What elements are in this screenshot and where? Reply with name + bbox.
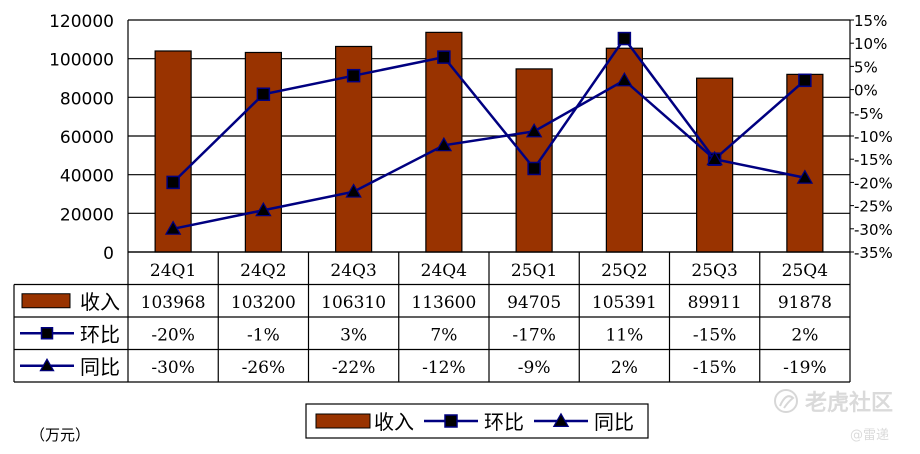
yoy-row-title: 同比 [80, 355, 120, 379]
yoy-cell-25q4: -19% [783, 358, 827, 378]
mom-point-24q4 [437, 50, 451, 64]
revenue-cell-25q4: 91878 [778, 293, 832, 313]
right-tick-label-15pct: 15% [854, 12, 887, 30]
yoy-point-24q3 [345, 183, 362, 198]
revenue-bar-25q4 [786, 73, 824, 253]
watermark-site: 老虎社区 [804, 390, 893, 416]
mom-point-24q3 [346, 68, 361, 83]
right-tick-label-5pct: 5% [854, 58, 878, 76]
yoy-cell-24q3: -22% [332, 358, 376, 378]
mom-cell-25q3: -15% [693, 325, 737, 345]
mom-cell-25q4: 2% [791, 325, 818, 345]
category-label-25q2: 25Q2 [601, 261, 647, 281]
yoy-cell-24q1: -30% [151, 358, 195, 378]
mom-cell-24q3: 3% [340, 325, 367, 345]
legend-mom-marker-icon [444, 414, 458, 428]
legend-yoy-marker-icon [552, 412, 570, 427]
mom-cell-24q1: -20% [151, 325, 195, 345]
revenue-cell-24q4: 113600 [411, 293, 476, 313]
yoy-point-24q2 [255, 201, 272, 217]
mom-cell-24q4: 7% [430, 325, 457, 345]
revenue-cell-25q2: 105391 [592, 293, 657, 313]
revenue-bars [154, 31, 824, 253]
mom-point-25q1 [527, 161, 541, 176]
watermark: 老虎社区 @雷递 [774, 389, 893, 443]
yoy-point-24q1 [164, 220, 182, 235]
mom-row-title: 环比 [80, 322, 120, 346]
axes: 0 20000 40000 60000 80000 100000 120000 -35% -30… [49, 12, 893, 264]
mom-point-25q4 [798, 73, 812, 88]
yoy-series-line [172, 78, 806, 231]
mom-legend-marker-icon [40, 327, 54, 340]
yoy-cell-25q3: -15% [693, 358, 737, 378]
category-label-24q3: 24Q3 [330, 261, 376, 281]
category-label-25q3: 25Q3 [691, 261, 737, 281]
yoy-point-25q4 [796, 169, 814, 184]
left-tick-label-0: 0 [103, 244, 114, 264]
revenue-bar-25q1 [515, 68, 553, 253]
legend-yoy-label: 同比 [594, 410, 634, 434]
yoy-cell-24q4: -12% [422, 358, 466, 378]
legend-revenue-label: 收入 [374, 410, 414, 434]
left-tick-label-80000: 80000 [60, 89, 114, 109]
right-tick-label--25pct: -25% [854, 198, 893, 216]
category-label-24q1: 24Q1 [150, 261, 196, 281]
right-tick-label--35pct: -35% [854, 244, 893, 262]
right-tick-label--20pct: -20% [854, 174, 893, 192]
revenue-cell-25q3: 89911 [688, 293, 742, 313]
left-tick-label-120000: 120000 [49, 12, 114, 32]
yoy-legend-marker-icon [39, 357, 55, 372]
unit-label: （万元） [30, 426, 90, 444]
mom-point-24q1 [166, 175, 180, 190]
yoy-point-24q4 [435, 136, 453, 152]
yoy-cell-25q1: -9% [518, 358, 551, 378]
right-tick-label--10pct: -10% [854, 128, 893, 146]
legend: 收入 环比 同比 [305, 403, 649, 439]
mom-cell-25q2: 11% [605, 325, 643, 345]
mom-row-header: 环比 [20, 322, 120, 346]
mom-series-line [172, 36, 806, 184]
growth-lines [164, 31, 814, 235]
category-label-25q1: 25Q1 [511, 261, 557, 281]
left-tick-label-100000: 100000 [49, 51, 114, 71]
category-label-25q4: 25Q4 [782, 261, 828, 281]
data-table: 24Q1 24Q2 24Q3 24Q4 25Q1 25Q2 25Q3 25Q4 收入 103968… [13, 251, 851, 383]
yoy-point-25q2 [616, 71, 633, 87]
right-tick-label--30pct: -30% [854, 221, 893, 239]
revenue-legend-swatch [21, 293, 71, 309]
legend-revenue-swatch [315, 413, 371, 429]
mom-point-25q2 [617, 31, 632, 46]
yoy-cell-25q2: 2% [611, 358, 638, 378]
watermark-logo-icon [774, 389, 798, 413]
left-tick-label-20000: 20000 [60, 205, 114, 225]
revenue-cell-25q1: 94705 [507, 293, 561, 313]
mom-cell-25q1: -17% [512, 325, 556, 345]
right-tick-label-0pct: 0% [854, 82, 878, 100]
revenue-row-header: 收入 [21, 290, 120, 314]
revenue-cell-24q3: 106310 [321, 293, 386, 313]
revenue-cell-24q2: 103200 [231, 293, 296, 313]
revenue-cell-24q1: 103968 [141, 293, 206, 313]
category-label-24q2: 24Q2 [240, 261, 286, 281]
yoy-point-25q3 [706, 150, 723, 166]
right-tick-label--5pct: -5% [854, 105, 883, 123]
left-tick-label-40000: 40000 [60, 167, 114, 187]
mom-cell-24q2: -1% [247, 325, 280, 345]
revenue-bar-24q2 [244, 51, 282, 253]
yoy-cell-24q2: -26% [242, 358, 286, 378]
legend-mom-label: 环比 [484, 410, 524, 434]
right-tick-label--15pct: -15% [854, 151, 893, 169]
mom-point-24q2 [256, 87, 271, 101]
yoy-row-header: 同比 [20, 355, 120, 379]
yoy-point-25q1 [525, 122, 543, 138]
revenue-row-title: 收入 [80, 290, 120, 314]
right-tick-label-10pct: 10% [854, 35, 887, 53]
watermark-author: @雷递 [850, 428, 889, 443]
left-tick-label-60000: 60000 [60, 128, 114, 148]
category-label-24q4: 24Q4 [421, 261, 467, 281]
